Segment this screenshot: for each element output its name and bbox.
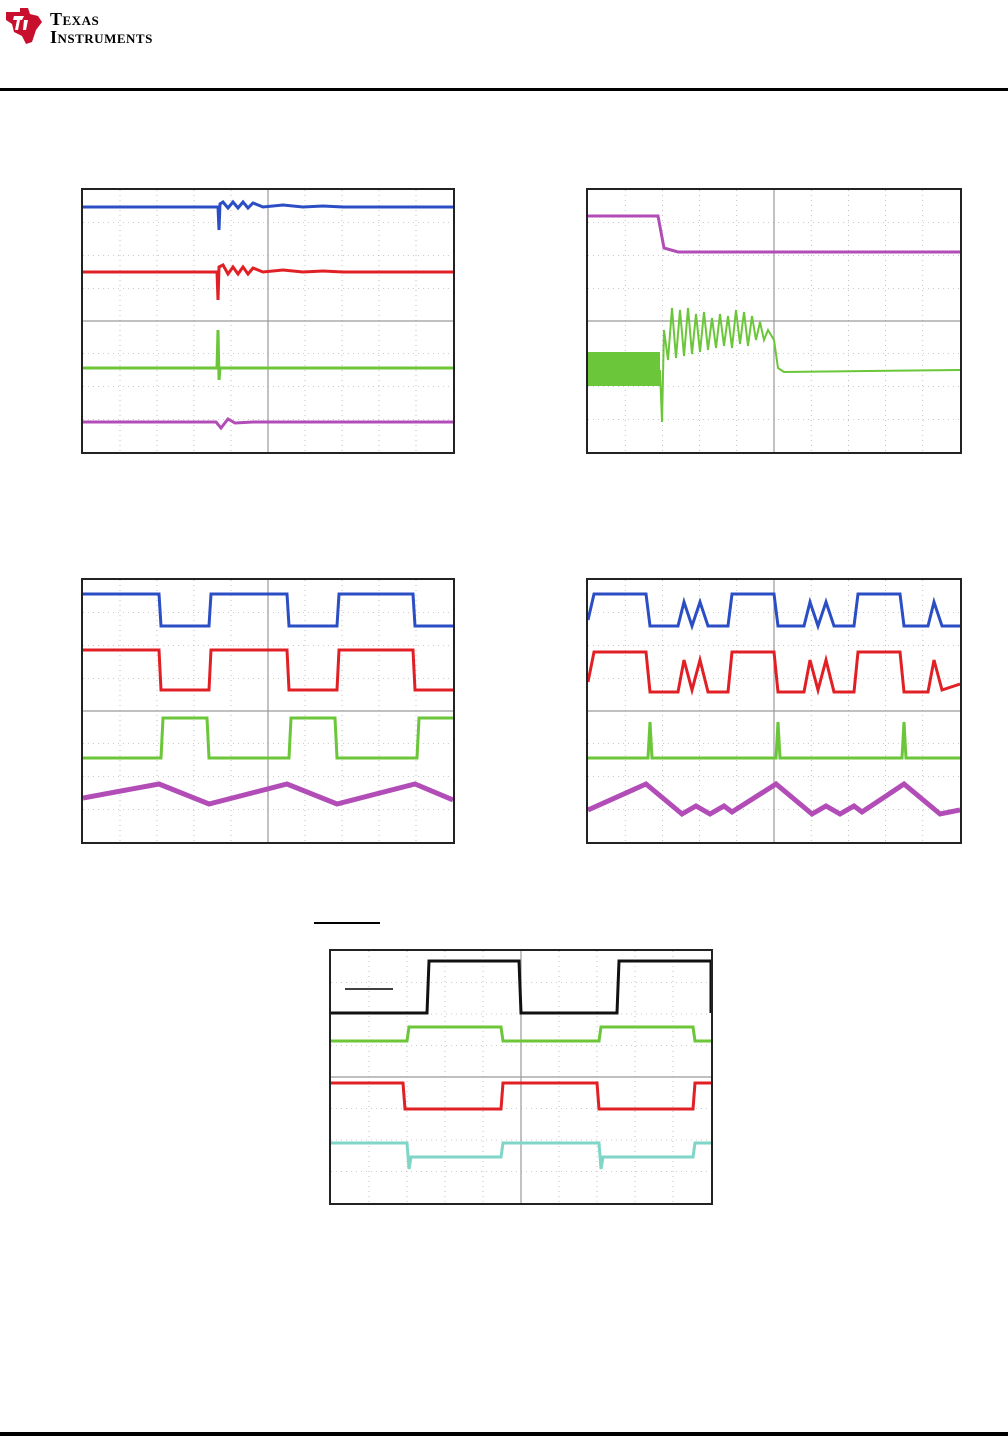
oscilloscope-capture-4 bbox=[586, 578, 962, 844]
signal-overline bbox=[314, 922, 380, 924]
scope-5-trace-green bbox=[331, 1025, 711, 1043]
ti-logo-icon bbox=[6, 8, 42, 44]
footer-rule bbox=[0, 1432, 1008, 1436]
oscilloscope-capture-3 bbox=[81, 578, 455, 844]
scope-4-trace-green bbox=[588, 721, 960, 760]
logo-line-2: Instruments bbox=[50, 27, 153, 47]
oscilloscope-capture-1 bbox=[81, 188, 455, 454]
oscilloscope-capture-5 bbox=[329, 949, 713, 1205]
scope-3-trace-magenta bbox=[83, 781, 453, 807]
scope-2-grid bbox=[588, 190, 960, 452]
scope-4-grid bbox=[588, 580, 960, 842]
scope-3-grid bbox=[83, 580, 453, 842]
scope-2-trace-green-burst-1 bbox=[588, 352, 660, 386]
scope-2-trace-magenta bbox=[588, 214, 960, 254]
scope-1-trace-magenta bbox=[83, 417, 453, 431]
scope-1-trace-red bbox=[83, 263, 453, 301]
scope-4-trace-blue bbox=[588, 592, 960, 631]
scope-2-plot bbox=[588, 190, 960, 452]
scope-5-plot bbox=[331, 951, 711, 1203]
scope-5-trace-red bbox=[331, 1081, 711, 1111]
oscilloscope-capture-2 bbox=[586, 188, 962, 454]
scope-2-trace-green bbox=[659, 307, 960, 423]
scope-1-plot bbox=[83, 190, 453, 452]
scope-3-trace-green bbox=[83, 716, 453, 760]
header-rule bbox=[0, 88, 1008, 91]
scope-1-trace-green bbox=[83, 329, 453, 381]
ti-logo: Texas Instruments bbox=[0, 6, 190, 50]
scope-5-trace-cyan bbox=[331, 1141, 711, 1170]
scope-3-trace-red bbox=[83, 648, 453, 692]
scope-4-trace-magenta bbox=[588, 780, 960, 818]
scope-1-trace-blue bbox=[83, 199, 453, 231]
scope-4-trace-red bbox=[588, 650, 960, 696]
logo-wordmark: Texas Instruments bbox=[50, 10, 153, 46]
scope-1-grid bbox=[83, 190, 453, 452]
scope-3-plot bbox=[83, 580, 453, 842]
scope-5-trace-black bbox=[331, 959, 711, 1015]
scope-4-plot bbox=[588, 580, 960, 842]
logo-line-1: Texas bbox=[50, 9, 100, 29]
scope-3-trace-blue bbox=[83, 592, 453, 628]
